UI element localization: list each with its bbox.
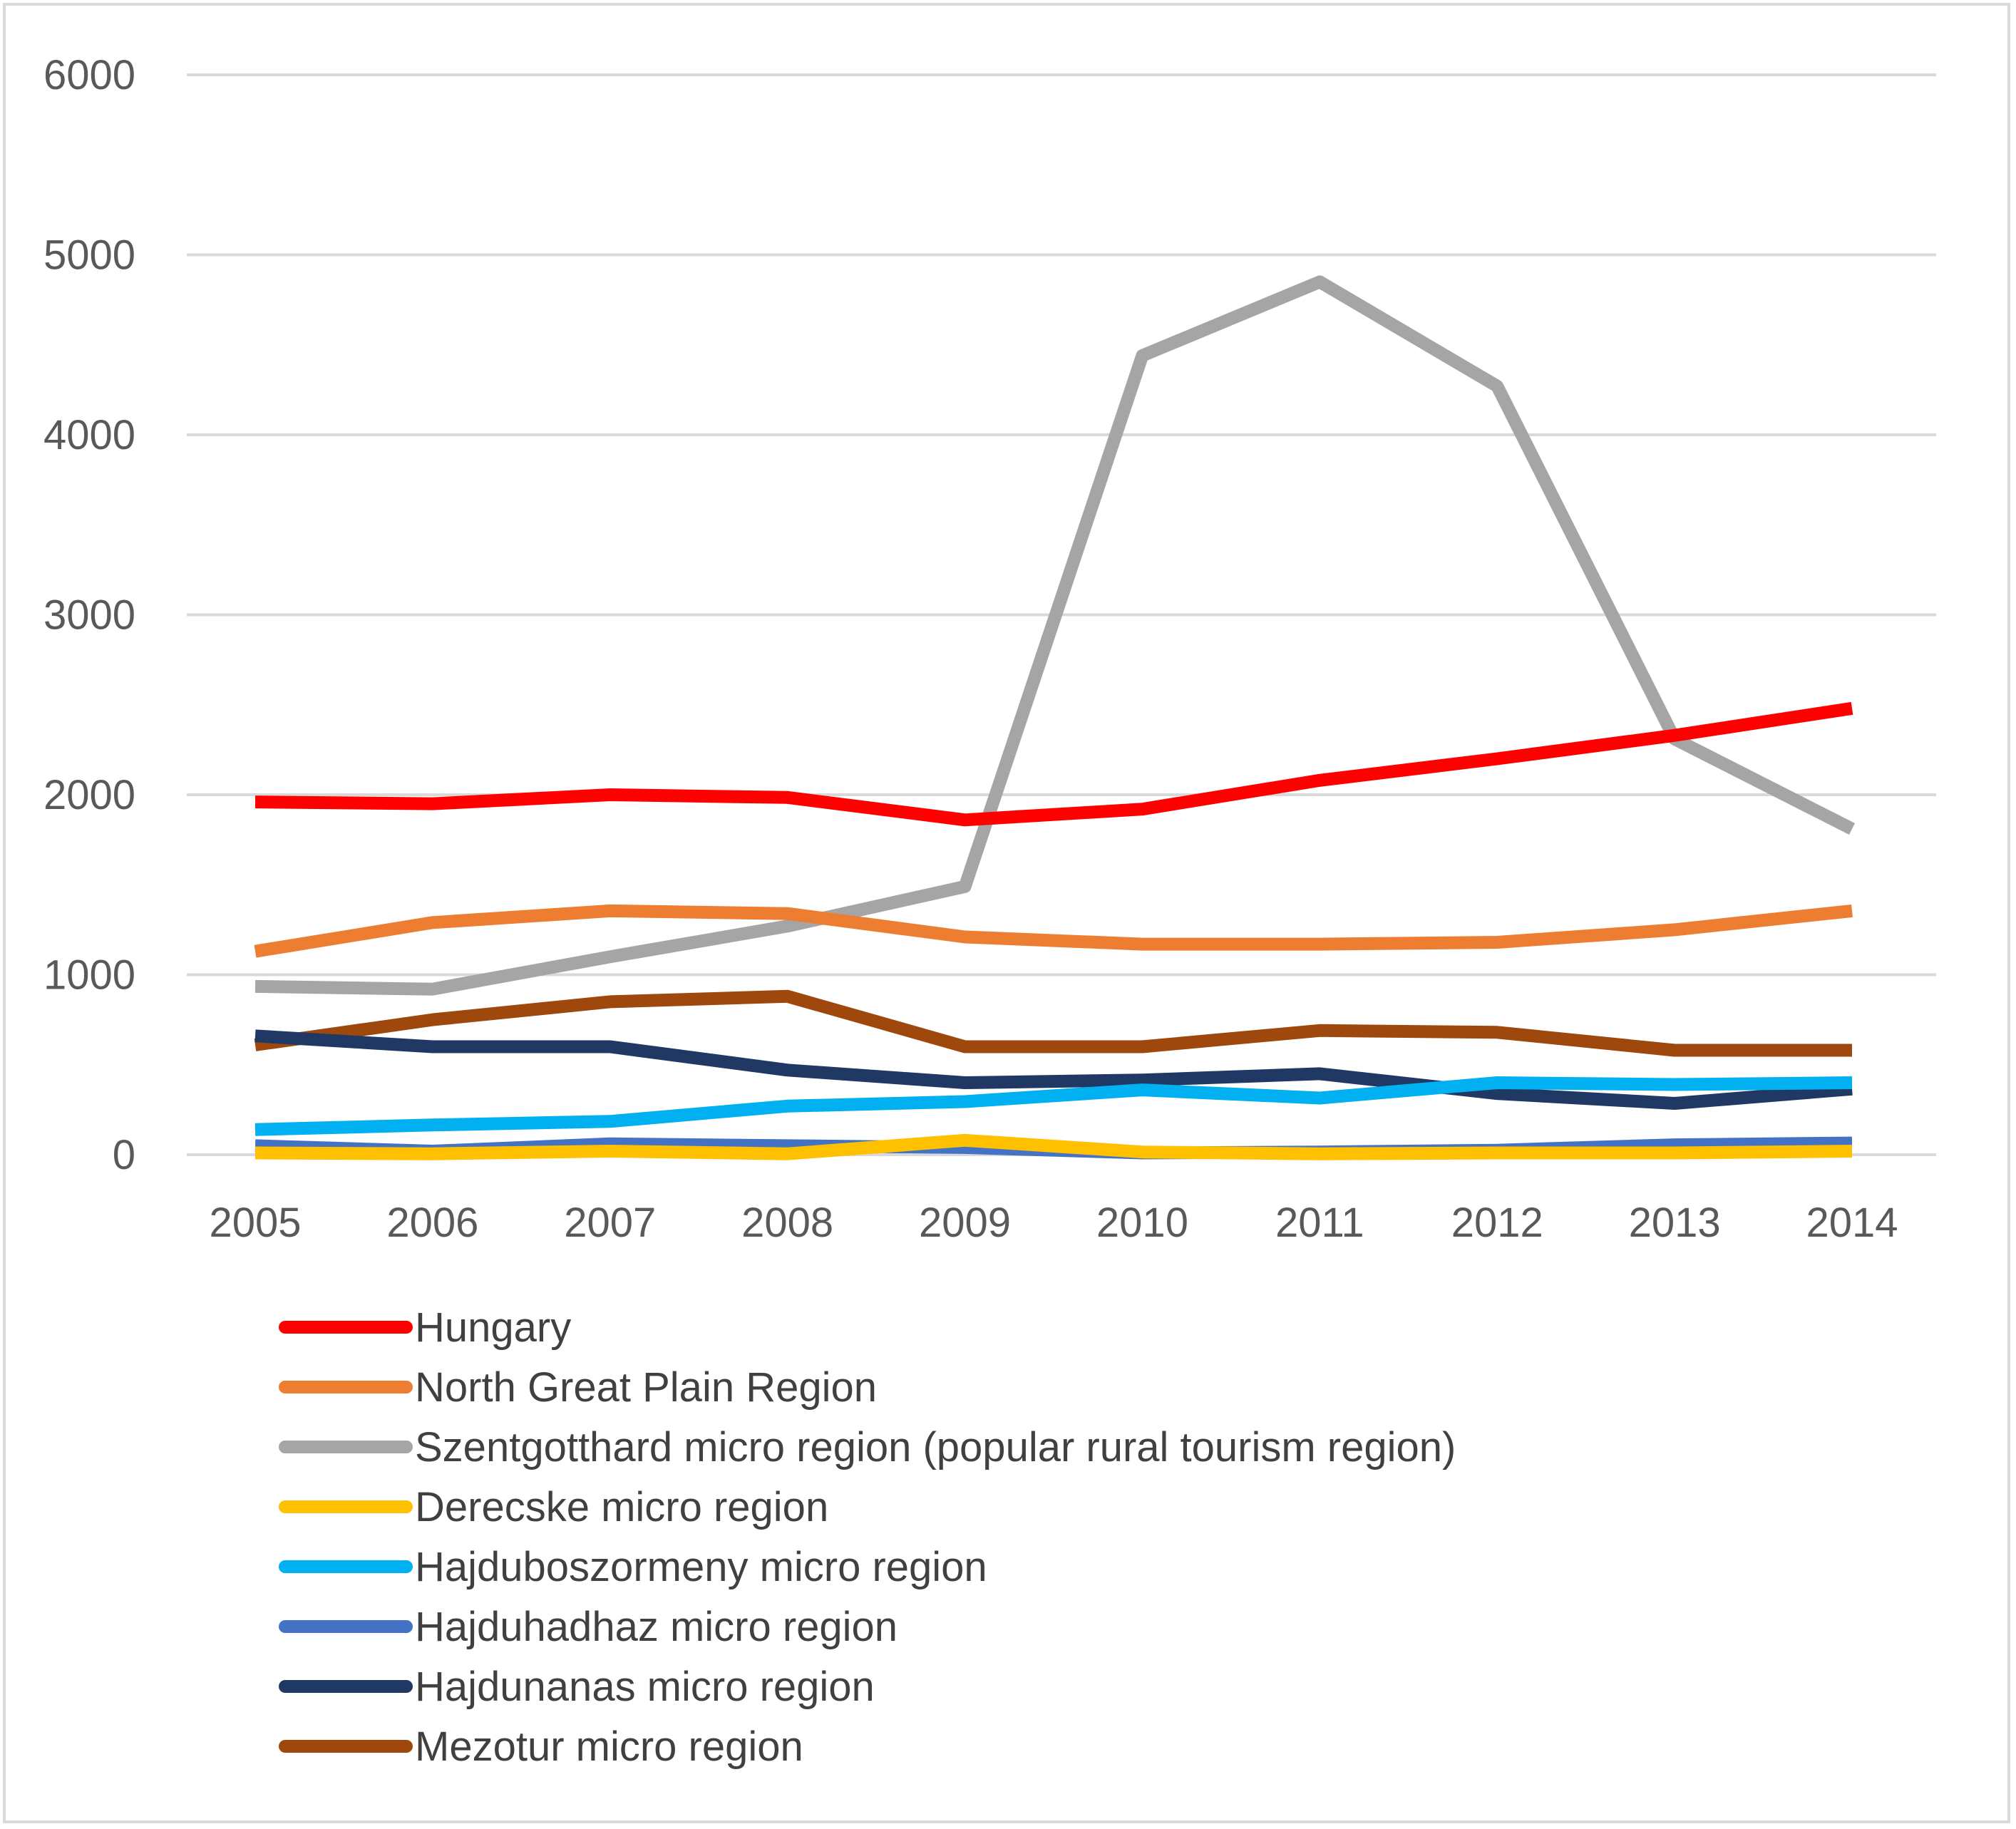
legend-label: Hungary <box>415 1304 571 1351</box>
x-tick-label: 2010 <box>1096 1200 1188 1246</box>
series-line-north-great-plain-region <box>254 904 1853 958</box>
legend-item-hungary: Hungary <box>279 1304 571 1351</box>
legend-label: North Great Plain Region <box>415 1364 877 1411</box>
legend: Hungary North Great Plain Region Szentgott… <box>279 1304 1456 1770</box>
x-tick-label: 2011 <box>1275 1200 1364 1246</box>
legend-label: Mezotur micro region <box>415 1724 803 1770</box>
x-tick-label: 2014 <box>1806 1200 1898 1246</box>
y-tick-label: 4000 <box>43 412 135 458</box>
y-tick-label: 1000 <box>43 952 135 999</box>
legend-label: Hajduboszormeny micro region <box>415 1544 987 1590</box>
series-line-mezotur-micro-region <box>254 989 1852 1057</box>
legend-label: Hajduhadhaz micro region <box>415 1604 898 1650</box>
y-tick-label: 5000 <box>43 232 135 279</box>
y-axis-tick-labels: 0 1000 2000 3000 4000 5000 6000 <box>43 52 135 1178</box>
legend-label: Derecske micro region <box>415 1484 828 1530</box>
series-line-szentgotthard-micro-region-popular-rural-tourism-region <box>254 275 1856 996</box>
legend-item-mezotur-micro-region: Mezotur micro region <box>279 1724 803 1770</box>
x-axis-tick-labels: 2005 2006 2007 2008 2009 2010 2011 2012 2013 2014 <box>209 1200 1898 1246</box>
series-line-hajduboszormeny-micro-region <box>254 1076 1853 1136</box>
chart-frame <box>3 3 2010 1823</box>
x-tick-label: 2006 <box>386 1200 478 1246</box>
series-lines <box>254 275 1856 1160</box>
x-tick-label: 2008 <box>741 1200 833 1246</box>
series-line-hungary <box>254 701 1853 827</box>
y-tick-label: 0 <box>113 1132 135 1178</box>
series-line-hajdunanas-micro-region <box>254 1029 1853 1110</box>
legend-item-hajduhadhaz-micro-region: Hajduhadhaz micro region <box>279 1604 898 1650</box>
y-tick-label: 2000 <box>43 772 135 818</box>
x-tick-label: 2012 <box>1451 1200 1543 1246</box>
x-tick-label: 2009 <box>919 1200 1011 1246</box>
x-tick-label: 2005 <box>209 1200 301 1246</box>
legend-label: Hajdunanas micro region <box>415 1664 875 1710</box>
x-tick-label: 2007 <box>564 1200 656 1246</box>
legend-item-hajdunanas-micro-region: Hajdunanas micro region <box>279 1664 875 1710</box>
legend-label: Szentgotthard micro region (popular rura… <box>415 1424 1456 1470</box>
legend-item-derecske-micro-region: Derecske micro region <box>279 1484 828 1530</box>
legend-item-hajduboszormeny-micro-region: Hajduboszormeny micro region <box>279 1544 987 1590</box>
x-tick-label: 2013 <box>1629 1200 1721 1246</box>
legend-item-szentgotthard-micro-region-popular-rural-tourism-region: Szentgotthard micro region (popular rura… <box>279 1424 1456 1470</box>
y-tick-label: 6000 <box>43 52 135 98</box>
series-line-derecske-micro-region <box>254 1133 1853 1160</box>
legend-item-north-great-plain-region: North Great Plain Region <box>279 1364 877 1411</box>
y-tick-label: 3000 <box>43 592 135 639</box>
